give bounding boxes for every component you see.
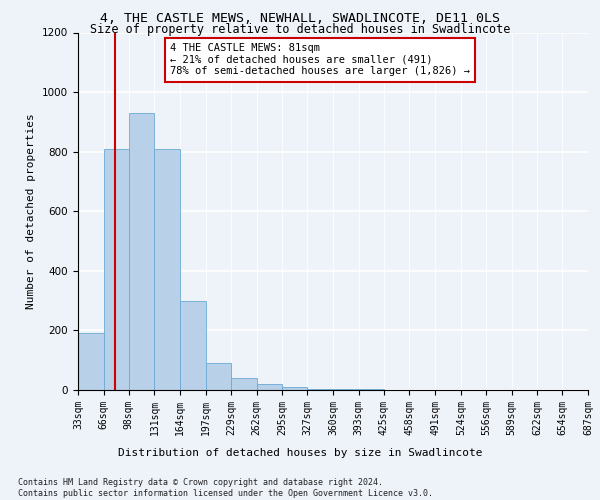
Y-axis label: Number of detached properties: Number of detached properties	[26, 114, 37, 309]
Bar	[78, 334, 104, 390]
Bar	[154, 148, 180, 390]
Bar	[206, 363, 231, 390]
Bar	[104, 148, 128, 390]
Bar	[307, 388, 333, 390]
Bar	[257, 384, 283, 390]
Text: 4, THE CASTLE MEWS, NEWHALL, SWADLINCOTE, DE11 0LS: 4, THE CASTLE MEWS, NEWHALL, SWADLINCOTE…	[100, 12, 500, 26]
Text: Contains HM Land Registry data © Crown copyright and database right 2024.
Contai: Contains HM Land Registry data © Crown c…	[18, 478, 433, 498]
Bar	[333, 389, 359, 390]
Bar	[231, 378, 257, 390]
Bar	[180, 300, 206, 390]
Bar	[128, 113, 154, 390]
Text: Distribution of detached houses by size in Swadlincote: Distribution of detached houses by size …	[118, 448, 482, 458]
Text: Size of property relative to detached houses in Swadlincote: Size of property relative to detached ho…	[90, 22, 510, 36]
Text: 4 THE CASTLE MEWS: 81sqm
← 21% of detached houses are smaller (491)
78% of semi-: 4 THE CASTLE MEWS: 81sqm ← 21% of detach…	[170, 43, 470, 76]
Bar	[283, 387, 307, 390]
